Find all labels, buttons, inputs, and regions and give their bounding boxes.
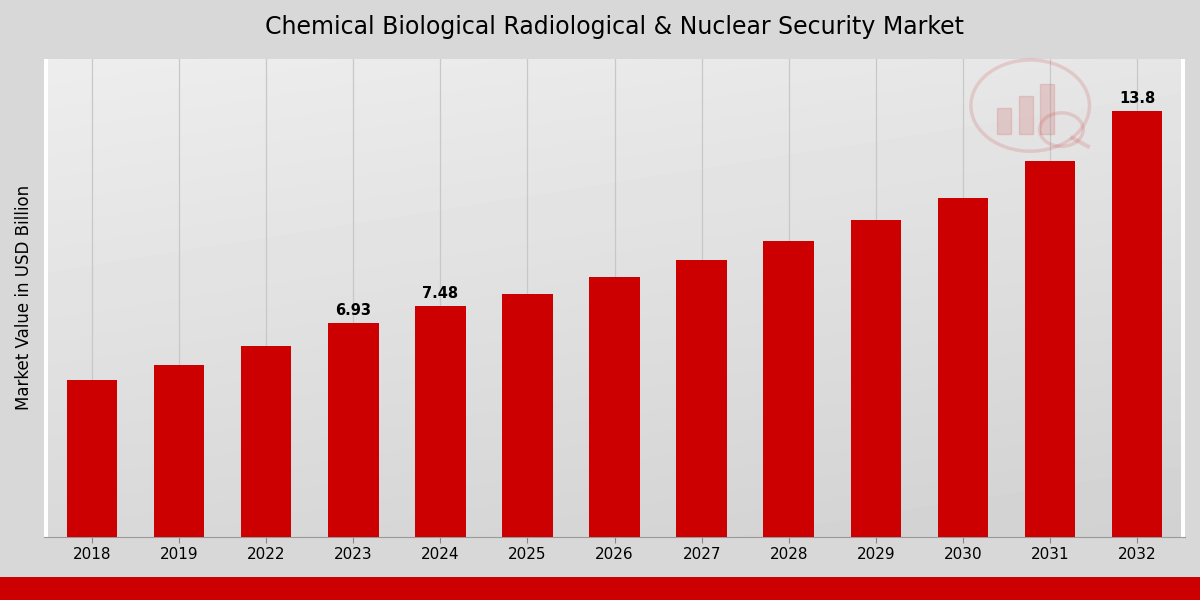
Bar — [415, 306, 466, 537]
Bar — [1112, 112, 1163, 537]
Bar — [67, 380, 118, 537]
Bar — [328, 323, 378, 537]
Text: 7.48: 7.48 — [422, 286, 458, 301]
Bar — [154, 365, 204, 537]
Text: 13.8: 13.8 — [1118, 91, 1156, 106]
Bar — [1019, 96, 1032, 134]
Bar — [503, 294, 553, 537]
Bar — [1025, 161, 1075, 537]
Bar — [763, 241, 814, 537]
Title: Chemical Biological Radiological & Nuclear Security Market: Chemical Biological Radiological & Nucle… — [265, 15, 964, 39]
Text: 6.93: 6.93 — [335, 302, 371, 317]
Bar — [937, 199, 988, 537]
Bar — [1040, 84, 1055, 134]
Y-axis label: Market Value in USD Billion: Market Value in USD Billion — [14, 185, 34, 410]
Bar — [589, 277, 640, 537]
Bar — [997, 108, 1010, 134]
Bar — [241, 346, 292, 537]
Bar — [851, 220, 901, 537]
Bar — [677, 260, 727, 537]
